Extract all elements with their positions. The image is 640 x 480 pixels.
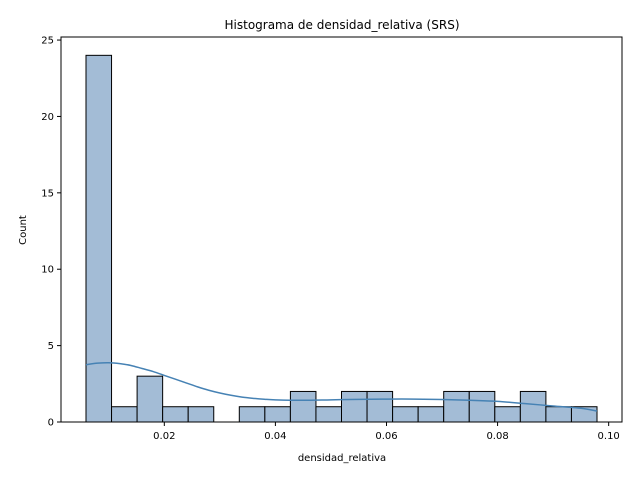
histogram-bar bbox=[392, 406, 419, 423]
x-tick-label: 0.10 bbox=[598, 431, 620, 442]
histogram-bar bbox=[443, 390, 470, 423]
x-tick-label: 0.04 bbox=[264, 431, 286, 442]
histogram-bar bbox=[111, 406, 138, 423]
histogram-bar bbox=[162, 406, 189, 423]
kde-line bbox=[85, 361, 598, 412]
histogram-bar bbox=[494, 406, 521, 423]
histogram-bar bbox=[315, 406, 342, 423]
histogram-bar bbox=[238, 406, 266, 423]
y-tick-label: 10 bbox=[41, 265, 54, 276]
histogram-bar bbox=[366, 390, 394, 423]
y-tick-label: 5 bbox=[48, 341, 54, 352]
histogram-bar bbox=[545, 406, 572, 423]
y-tick-label: 15 bbox=[41, 188, 54, 199]
y-tick-label: 20 bbox=[41, 112, 54, 123]
histogram-bar bbox=[85, 54, 113, 423]
y-axis-label: Count bbox=[18, 215, 29, 245]
x-tick-label: 0.08 bbox=[486, 431, 508, 442]
y-tick-label: 0 bbox=[48, 418, 54, 429]
histogram-bar bbox=[341, 390, 368, 423]
x-tick-label: 0.02 bbox=[153, 431, 175, 442]
histogram-bar bbox=[289, 390, 317, 423]
histogram-bar bbox=[264, 406, 291, 423]
histogram-bar bbox=[519, 390, 547, 423]
plot-frame bbox=[60, 36, 623, 423]
y-tick-label: 25 bbox=[41, 36, 54, 47]
plot-area: 0.02 0.04 0.06 0.08 0.10 0 5 10 15 20 25 bbox=[41, 36, 623, 442]
x-tick-label: 0.06 bbox=[375, 431, 397, 442]
histogram-bar bbox=[468, 390, 496, 423]
chart-title: Histograma de densidad_relativa (SRS) bbox=[225, 18, 460, 32]
histogram-bar bbox=[417, 406, 445, 423]
x-axis-label: densidad_relativa bbox=[298, 453, 386, 464]
histogram-bar bbox=[136, 375, 164, 423]
histogram-bar bbox=[187, 406, 215, 423]
